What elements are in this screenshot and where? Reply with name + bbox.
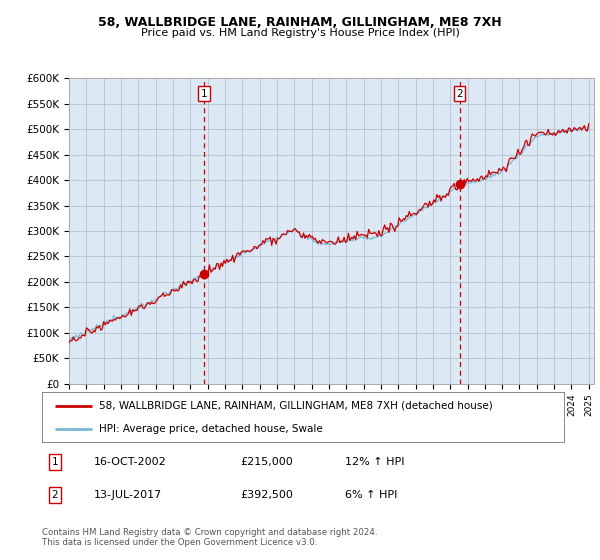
Text: 58, WALLBRIDGE LANE, RAINHAM, GILLINGHAM, ME8 7XH (detached house): 58, WALLBRIDGE LANE, RAINHAM, GILLINGHAM… xyxy=(100,400,493,410)
Text: 13-JUL-2017: 13-JUL-2017 xyxy=(94,490,163,500)
Text: 12% ↑ HPI: 12% ↑ HPI xyxy=(345,457,404,467)
Text: 2: 2 xyxy=(52,490,58,500)
Text: 2: 2 xyxy=(456,88,463,99)
Text: £392,500: £392,500 xyxy=(241,490,293,500)
Text: £215,000: £215,000 xyxy=(241,457,293,467)
Text: 1: 1 xyxy=(52,457,58,467)
Text: 1: 1 xyxy=(200,88,207,99)
Text: 58, WALLBRIDGE LANE, RAINHAM, GILLINGHAM, ME8 7XH: 58, WALLBRIDGE LANE, RAINHAM, GILLINGHAM… xyxy=(98,16,502,29)
Text: HPI: Average price, detached house, Swale: HPI: Average price, detached house, Swal… xyxy=(100,424,323,434)
Text: 16-OCT-2002: 16-OCT-2002 xyxy=(94,457,167,467)
Text: Price paid vs. HM Land Registry's House Price Index (HPI): Price paid vs. HM Land Registry's House … xyxy=(140,28,460,38)
Text: Contains HM Land Registry data © Crown copyright and database right 2024.
This d: Contains HM Land Registry data © Crown c… xyxy=(42,528,377,547)
Text: 6% ↑ HPI: 6% ↑ HPI xyxy=(345,490,397,500)
